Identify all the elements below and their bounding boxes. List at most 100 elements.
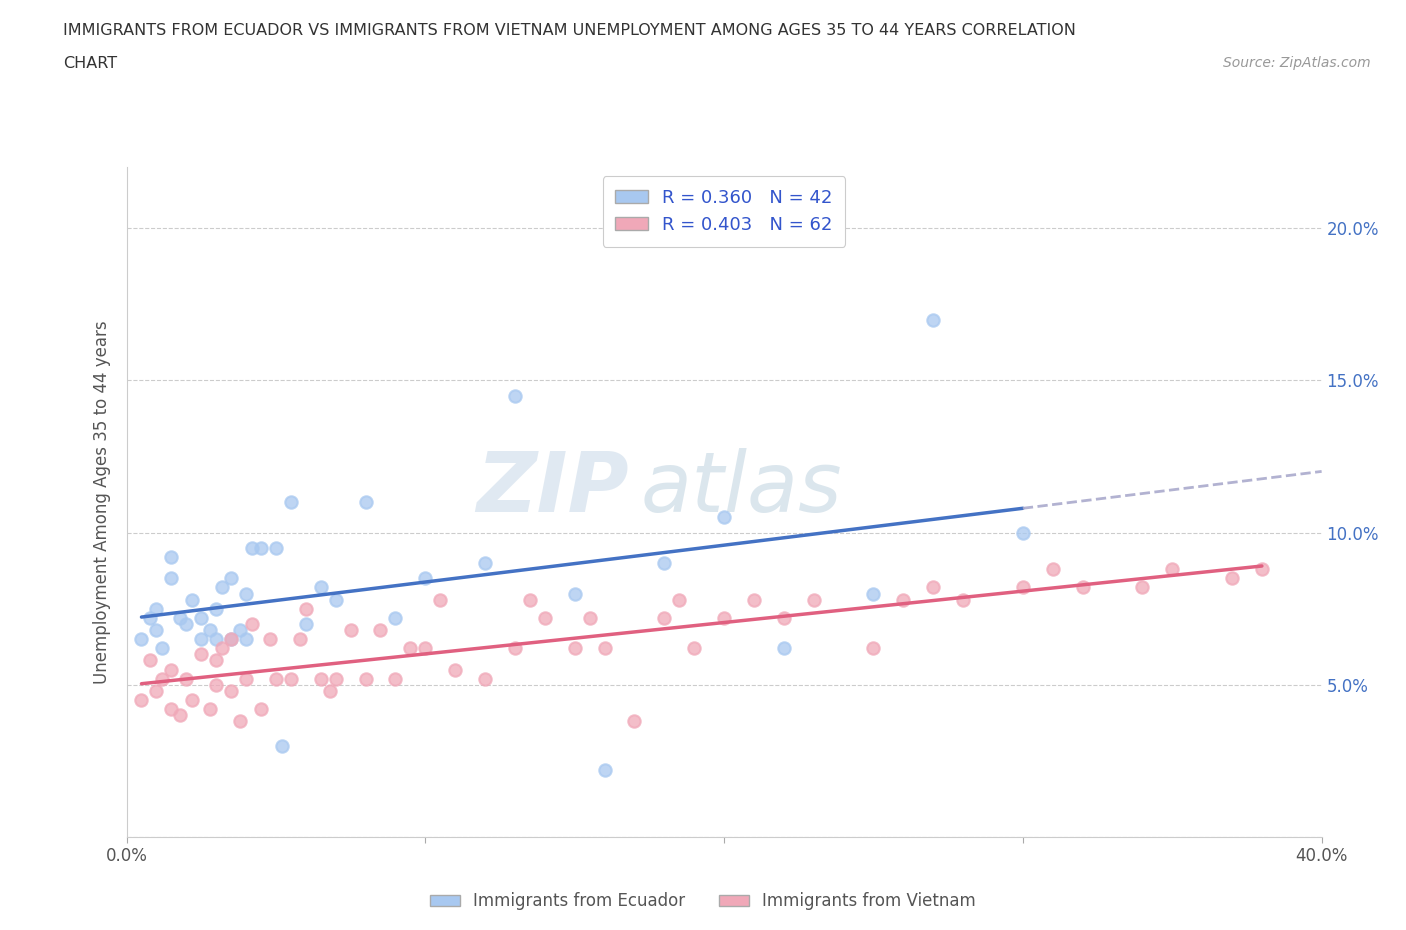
Point [952, 592, 974, 607]
Point [190, 647, 212, 662]
Point [235, 671, 257, 686]
Point [145, 602, 167, 617]
Point [893, 592, 915, 607]
Point [219, 631, 242, 646]
Point [131, 631, 153, 646]
Point [1161, 562, 1184, 577]
Text: IMMIGRANTS FROM ECUADOR VS IMMIGRANTS FROM VIETNAM UNEMPLOYMENT AMONG AGES 35 TO: IMMIGRANTS FROM ECUADOR VS IMMIGRANTS FR… [63, 23, 1076, 38]
Point [264, 671, 287, 686]
Point [564, 641, 586, 656]
Point [474, 671, 496, 686]
Point [240, 617, 263, 631]
Point [160, 571, 183, 586]
Point [200, 702, 222, 717]
Point [205, 631, 228, 646]
Point [399, 641, 422, 656]
Point [139, 610, 162, 625]
Point [174, 671, 197, 686]
Point [415, 641, 437, 656]
Point [145, 622, 167, 637]
Point [174, 617, 197, 631]
Point [294, 602, 316, 617]
Text: ZIP: ZIP [475, 448, 628, 529]
Point [259, 631, 281, 646]
Point [1130, 580, 1153, 595]
Point [160, 550, 183, 565]
Point [325, 671, 347, 686]
Point [229, 622, 252, 637]
Point [205, 653, 228, 668]
Point [169, 708, 191, 723]
Text: atlas: atlas [640, 448, 842, 529]
Y-axis label: Unemployment Among Ages 35 to 44 years: Unemployment Among Ages 35 to 44 years [93, 321, 111, 684]
Point [240, 540, 263, 555]
Point [503, 388, 526, 403]
Point [1042, 562, 1064, 577]
Point [131, 693, 153, 708]
Point [773, 641, 796, 656]
Point [169, 610, 191, 625]
Point [593, 641, 616, 656]
Point [564, 586, 586, 601]
Point [219, 631, 242, 646]
Point [683, 641, 706, 656]
Point [211, 580, 233, 595]
Point [211, 641, 233, 656]
Point [384, 610, 406, 625]
Point [181, 592, 204, 607]
Point [318, 684, 342, 698]
Point [713, 510, 735, 525]
Point [503, 641, 526, 656]
Point [1251, 562, 1274, 577]
Point [668, 592, 690, 607]
Point [229, 714, 252, 729]
Point [160, 702, 183, 717]
Legend: R = 0.360   N = 42, R = 0.403   N = 62: R = 0.360 N = 42, R = 0.403 N = 62 [603, 177, 845, 246]
Point [713, 610, 735, 625]
Point [1011, 525, 1033, 540]
Point [235, 631, 257, 646]
Point [145, 684, 167, 698]
Point [803, 592, 825, 607]
Text: CHART: CHART [63, 56, 117, 71]
Point [139, 653, 162, 668]
Point [205, 677, 228, 692]
Point [415, 571, 437, 586]
Point [250, 540, 273, 555]
Point [519, 592, 541, 607]
Point [862, 586, 884, 601]
Point [152, 671, 174, 686]
Point [384, 671, 406, 686]
Point [280, 671, 302, 686]
Point [181, 693, 204, 708]
Point [652, 610, 675, 625]
Point [325, 592, 347, 607]
Point [309, 671, 332, 686]
Point [1071, 580, 1094, 595]
Point [1220, 571, 1243, 586]
Point [652, 555, 675, 570]
Point [474, 555, 496, 570]
Point [235, 586, 257, 601]
Point [160, 662, 183, 677]
Point [205, 602, 228, 617]
Point [429, 592, 451, 607]
Point [444, 662, 467, 677]
Point [264, 540, 287, 555]
Point [922, 312, 945, 327]
Point [219, 571, 242, 586]
Point [219, 684, 242, 698]
Point [370, 622, 392, 637]
Point [354, 671, 377, 686]
Point [742, 592, 765, 607]
Text: Source: ZipAtlas.com: Source: ZipAtlas.com [1223, 56, 1371, 70]
Point [922, 580, 945, 595]
Point [773, 610, 796, 625]
Point [288, 631, 311, 646]
Point [190, 631, 212, 646]
Point [534, 610, 557, 625]
Point [862, 641, 884, 656]
Point [280, 495, 302, 510]
Point [354, 495, 377, 510]
Point [309, 580, 332, 595]
